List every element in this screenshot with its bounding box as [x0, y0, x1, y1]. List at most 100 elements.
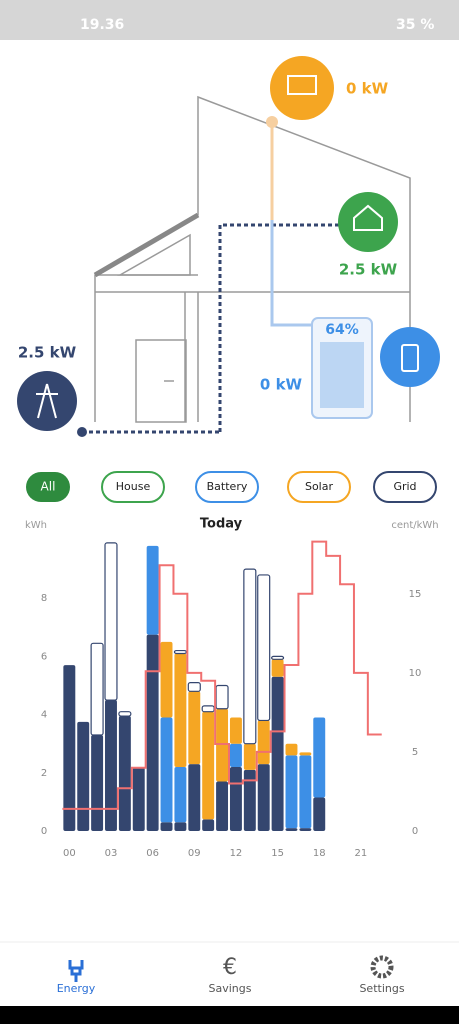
x-tick-label: 03: [105, 848, 118, 859]
bar-segment: [105, 700, 117, 831]
bar-segment: [132, 766, 145, 831]
x-tick-label: 09: [188, 848, 201, 859]
house-glyph: [353, 204, 383, 231]
time: 19.36: [80, 17, 124, 33]
battery-power: 0 kW: [260, 376, 303, 394]
bar-segment: [90, 642, 104, 736]
grid-power: 2.5 kW: [18, 344, 77, 362]
pylon-glyph: [36, 383, 58, 419]
x-tick-label: 15: [271, 848, 284, 859]
filter-button[interactable]: [101, 471, 165, 503]
bar-segment: [257, 720, 270, 765]
bar-segment: [118, 716, 131, 831]
bar-segment: [299, 752, 312, 756]
bar-segment: [202, 711, 215, 820]
x-tick-label: 06: [146, 848, 159, 859]
chart-title: Today: [200, 517, 243, 532]
bar-segment: [229, 717, 242, 744]
filter-button[interactable]: [373, 471, 437, 503]
x-tick-label: 18: [313, 848, 326, 859]
bar-segment: [104, 542, 118, 701]
y-tick-label: 0: [41, 826, 47, 837]
bar-segment: [299, 755, 312, 829]
x-tick-label: 12: [230, 848, 243, 859]
bar-segment: [187, 681, 201, 692]
filter-label: Battery: [207, 480, 248, 493]
bar-segment: [285, 755, 298, 829]
y2-axis-label: cent/kWh: [391, 520, 438, 531]
filter-all[interactable]: [26, 472, 70, 502]
filter-label: All: [41, 480, 56, 494]
battery-glyph: [401, 344, 419, 372]
bar-segment: [285, 828, 298, 831]
filter-label: House: [116, 480, 151, 493]
bar-segment: [173, 649, 187, 655]
solar-panel: [287, 75, 317, 95]
system-bar: [0, 1006, 459, 1024]
price-line: [62, 540, 382, 810]
y-tick-label: 6: [41, 651, 47, 662]
euro-icon: €: [223, 955, 237, 980]
chart: 0 2 4 6 8 0 5 10 15 00 03 06 09 12 15 18 21: [41, 540, 422, 859]
y-tick-label: 2: [41, 768, 47, 779]
bar-segment: [257, 764, 270, 831]
nav-savings[interactable]: Savings: [209, 982, 252, 995]
nav-energy[interactable]: Energy: [57, 982, 96, 995]
bar-segment: [257, 574, 271, 722]
grid-icon[interactable]: [17, 371, 77, 431]
bar-segment: [160, 641, 173, 718]
bar-segment: [146, 545, 159, 635]
y-tick-label: 8: [41, 593, 47, 604]
house-icon[interactable]: [338, 192, 398, 252]
battery-level: 64%: [325, 322, 359, 338]
bar-segment: [174, 653, 187, 767]
node: [266, 116, 278, 128]
bar-segment: [160, 822, 173, 831]
solar-power: 0 kW: [346, 80, 389, 98]
filter-button[interactable]: [195, 471, 259, 503]
house-power: 2.5 kW: [339, 261, 398, 279]
y2-tick-label: 10: [409, 668, 422, 679]
bar-segment: [63, 665, 76, 831]
bar-segment: [216, 781, 229, 831]
bar-segment: [229, 766, 242, 831]
x-tick-label: 21: [355, 848, 368, 859]
bar-segment: [146, 634, 159, 831]
bar-segment: [271, 655, 285, 660]
bar-segment: [229, 743, 242, 767]
bar-segment: [160, 717, 173, 823]
bar-segment: [202, 819, 215, 831]
solar-icon[interactable]: [270, 56, 334, 120]
bar-segment: [216, 708, 229, 782]
filter-label: Grid: [393, 480, 416, 493]
filter-button[interactable]: [287, 471, 351, 503]
y-axis-label: kWh: [25, 520, 47, 531]
bar-segment: [271, 676, 284, 831]
bar-segment: [188, 691, 201, 765]
house-illustration: [82, 95, 411, 434]
bar-segment: [299, 828, 312, 831]
settings-icon: [370, 955, 394, 979]
y2-tick-label: 0: [412, 826, 418, 837]
battery-cells: [320, 342, 364, 408]
filters: All House Battery Solar Grid: [26, 471, 437, 503]
bar-segment: [188, 764, 201, 831]
y2-tick-label: 15: [409, 589, 422, 600]
y-tick-label: 4: [41, 710, 47, 721]
bar-segment: [243, 568, 257, 745]
bar-segment: [271, 659, 284, 677]
bar-segment: [118, 711, 132, 717]
battery-icon[interactable]: [380, 327, 440, 387]
bar-segment: [215, 684, 229, 710]
bar-segment: [77, 721, 90, 831]
nav-settings[interactable]: Settings: [359, 982, 404, 995]
bar-segment: [313, 717, 326, 798]
filter-label: Solar: [305, 480, 334, 493]
bar-segment: [243, 743, 256, 770]
bar-segment: [174, 766, 187, 823]
bar-segment: [243, 769, 256, 831]
x-tick-label: 00: [63, 848, 76, 859]
bar-segment: [91, 734, 104, 831]
